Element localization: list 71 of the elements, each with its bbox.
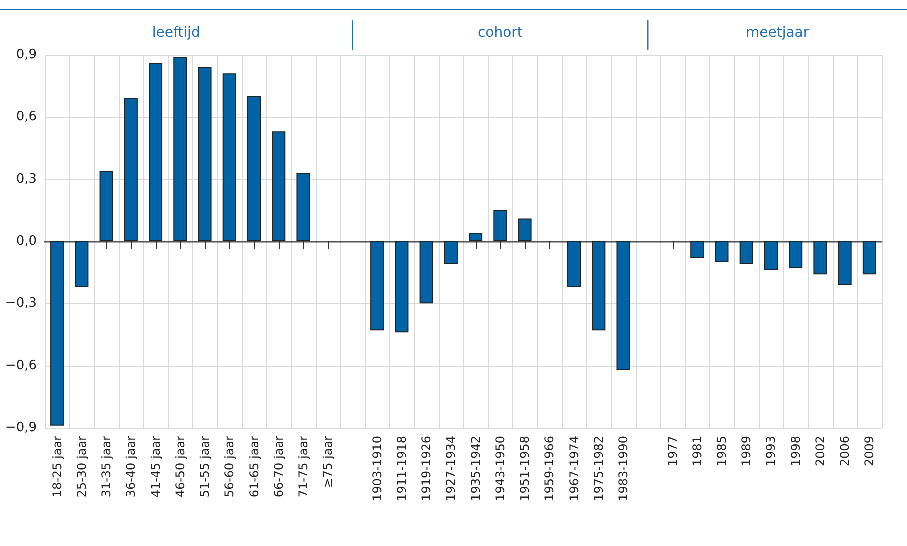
bar	[616, 242, 630, 370]
y-tick-label: −0,3	[5, 296, 37, 312]
y-tick-label: −0,9	[5, 420, 37, 436]
bar	[247, 96, 262, 242]
bar	[174, 57, 188, 242]
x-tick-label: 41-45 jaar	[148, 436, 163, 498]
y-tick-label: 0,9	[16, 48, 37, 62]
x-tick-label: 36-40 jaar	[124, 436, 138, 498]
text: leeftijd	[152, 25, 200, 41]
bar	[764, 242, 778, 271]
bar	[862, 242, 876, 275]
x-tick-label: 1981	[690, 436, 704, 467]
x-tick-label: 66-70 jaar	[272, 436, 286, 498]
x-tick-label: 1959-1966	[542, 436, 557, 502]
x-tick-label: 1911-1918	[394, 436, 409, 502]
bar	[494, 210, 508, 242]
bar	[272, 132, 286, 242]
bar	[198, 67, 212, 242]
x-tick-label: 46-50 jaar	[173, 436, 188, 498]
y-tick-label: 0,6	[16, 110, 37, 125]
x-tick-label: 1993	[764, 436, 778, 467]
x-tick-label: 1967-1974	[567, 436, 582, 502]
bar	[50, 242, 64, 426]
bar	[395, 242, 409, 333]
x-tick-label: 51-55 jaar	[198, 436, 212, 498]
bar	[838, 242, 852, 286]
bar	[420, 242, 434, 304]
y-tick-label: 0,3	[16, 172, 37, 187]
x-tick-label: 1977	[666, 436, 680, 467]
x-tick-label: 1985	[714, 436, 729, 467]
x-tick-label: 71-75 jaar	[296, 436, 310, 498]
bar	[100, 171, 114, 242]
x-tick-label: 1998	[788, 436, 803, 467]
x-tick-label: 1903-1910	[370, 436, 384, 502]
x-tick-label: 1989	[740, 436, 754, 467]
text: cohort	[478, 25, 524, 41]
bar	[370, 242, 384, 331]
bar	[715, 242, 729, 262]
x-tick-label: 56-60 jaar	[222, 436, 237, 498]
x-tick-label: 1943-1950	[493, 436, 508, 502]
x-tick-label: 1935-1942	[468, 436, 483, 502]
x-tick-label: 2009	[862, 436, 877, 467]
bar	[75, 242, 89, 288]
x-tick-label: 2006	[838, 436, 852, 467]
bar	[444, 242, 458, 264]
bar	[740, 242, 754, 264]
bar	[690, 242, 704, 258]
bar	[814, 242, 828, 275]
bar	[124, 98, 138, 242]
bar	[789, 242, 803, 268]
x-tick-label: 25-30 jaar	[74, 436, 89, 498]
x-tick-label: 1951-1958	[518, 436, 532, 502]
bar	[149, 63, 163, 242]
x-tick-label: 1919-1926	[420, 436, 434, 502]
x-tick-label: 61-65 jaar	[247, 436, 262, 498]
bar	[568, 242, 582, 288]
x-tick-label: 2002	[813, 436, 828, 467]
bar	[296, 173, 310, 242]
x-tick-label: 18-25 jaar	[50, 436, 64, 498]
bar	[592, 242, 606, 331]
x-tick-label: ≥75 jaar	[321, 436, 336, 488]
x-tick-label: 1927-1934	[444, 436, 458, 502]
bar	[469, 233, 483, 242]
bar	[222, 74, 236, 242]
y-tick-label: 0,0	[16, 234, 37, 249]
text: meetjaar	[746, 25, 810, 41]
bar	[518, 218, 532, 242]
x-tick-label: 1975-1982	[592, 436, 606, 502]
x-tick-label: 1983-1990	[616, 436, 631, 502]
y-tick-label: −0,6	[5, 358, 37, 374]
x-tick-label: 31-35 jaar	[100, 436, 114, 498]
